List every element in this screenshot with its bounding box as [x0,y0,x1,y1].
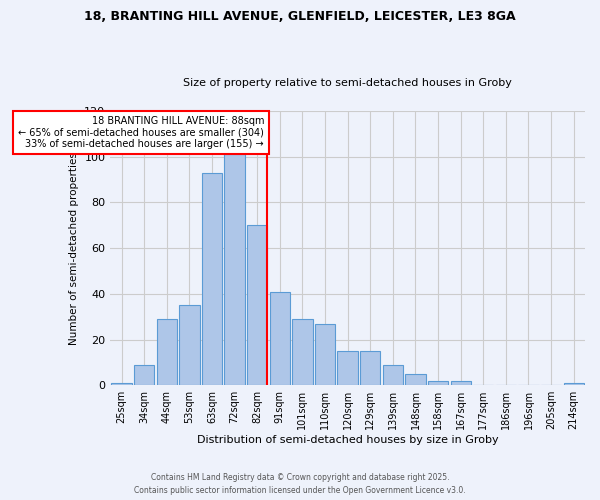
Bar [202,172,222,385]
Text: 18, BRANTING HILL AVENUE, GLENFIELD, LEICESTER, LE3 8GA: 18, BRANTING HILL AVENUE, GLENFIELD, LEI… [84,10,516,23]
Bar [134,364,154,385]
Bar [292,319,313,385]
Bar [405,374,425,385]
X-axis label: Distribution of semi-detached houses by size in Groby: Distribution of semi-detached houses by … [197,435,499,445]
Y-axis label: Number of semi-detached properties: Number of semi-detached properties [69,152,79,344]
Text: 18 BRANTING HILL AVENUE: 88sqm
← 65% of semi-detached houses are smaller (304)
3: 18 BRANTING HILL AVENUE: 88sqm ← 65% of … [18,116,264,149]
Bar [224,154,245,385]
Bar [179,305,200,385]
Bar [315,324,335,385]
Bar [451,380,471,385]
Bar [337,351,358,385]
Bar [360,351,380,385]
Bar [383,364,403,385]
Bar [157,319,177,385]
Bar [269,292,290,385]
Bar [428,380,448,385]
Bar [112,383,132,385]
Bar [247,226,268,385]
Title: Size of property relative to semi-detached houses in Groby: Size of property relative to semi-detach… [183,78,512,88]
Bar [563,383,584,385]
Text: Contains HM Land Registry data © Crown copyright and database right 2025.
Contai: Contains HM Land Registry data © Crown c… [134,473,466,495]
